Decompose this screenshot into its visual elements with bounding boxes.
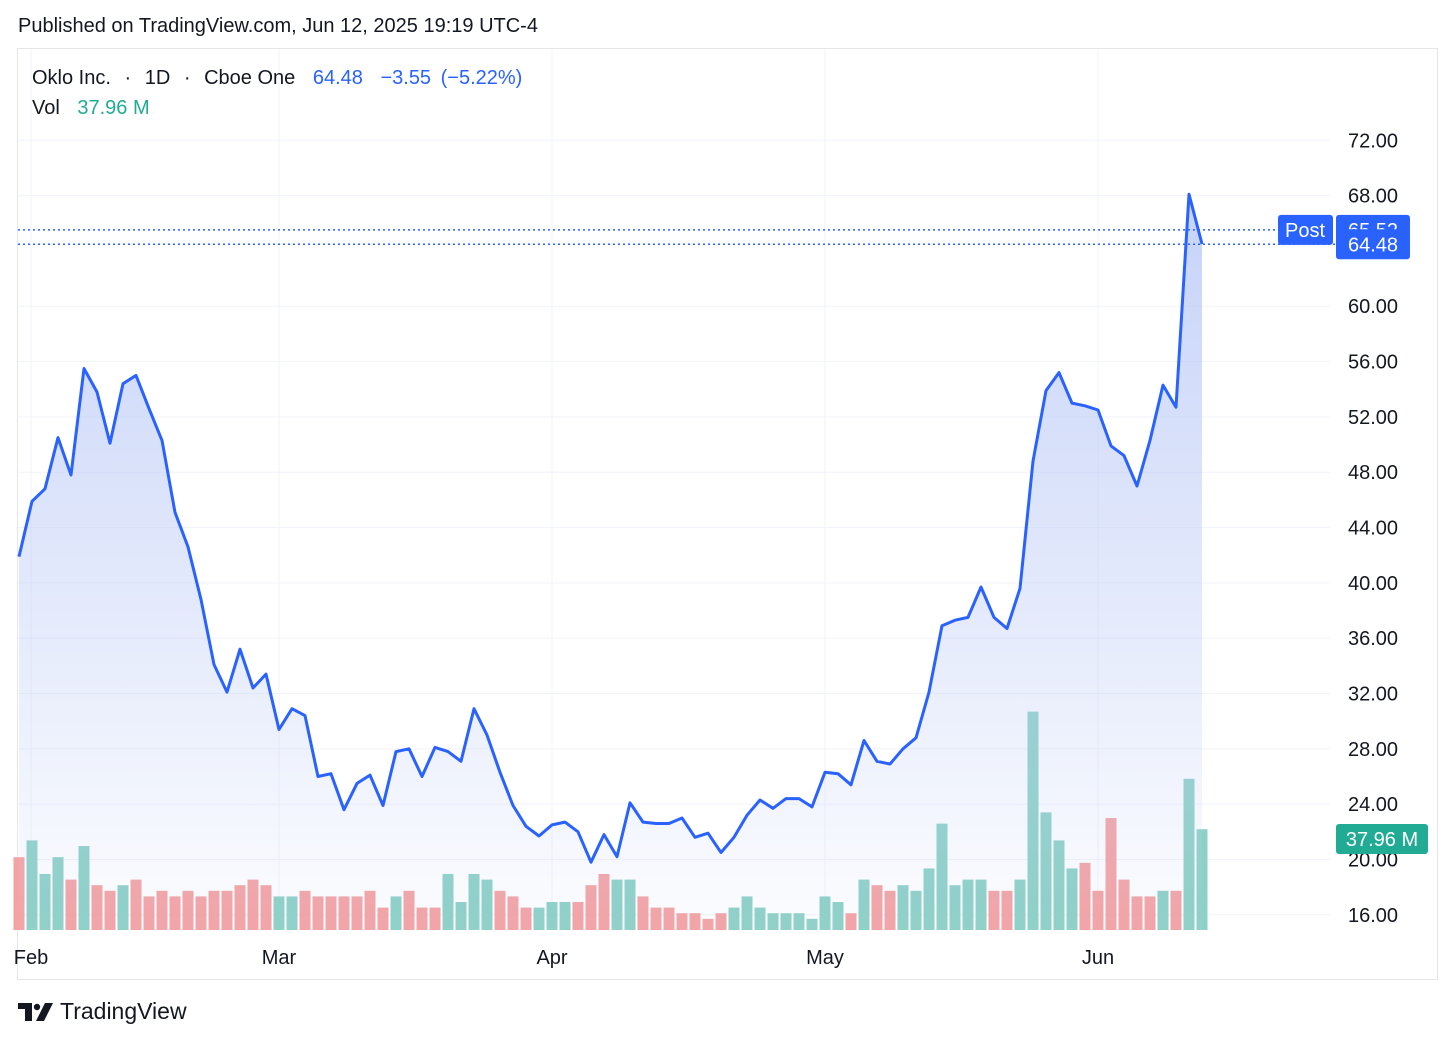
- x-tick-label: Jun: [1082, 947, 1114, 969]
- y-tick-label: 28.00: [1348, 739, 1398, 761]
- price-area: [19, 194, 1202, 930]
- published-caption: Published on TradingView.com, Jun 12, 20…: [18, 15, 538, 37]
- y-tick-label: 24.00: [1348, 794, 1398, 816]
- post-label-tag: [1278, 214, 1333, 245]
- tradingview-logo[interactable]: TradingView: [18, 998, 187, 1025]
- y-tick-label: 44.00: [1348, 518, 1398, 540]
- last-price-text: 64.48: [1348, 234, 1398, 256]
- y-tick-label: 32.00: [1348, 683, 1398, 705]
- x-tick-label: Mar: [262, 947, 297, 969]
- tradingview-brand: TradingView: [60, 998, 187, 1024]
- volume-tag-text: 37.96 M: [1346, 829, 1418, 851]
- tradingview-logo-icon: [18, 1002, 53, 1021]
- last-price-tag: [1336, 229, 1410, 260]
- volume-tag: [1336, 824, 1428, 854]
- y-tick-label: 16.00: [1348, 905, 1398, 927]
- x-tick-label: May: [806, 947, 844, 969]
- time-axis: Feb Mar Apr May Jun: [14, 947, 1114, 969]
- y-tick-label: 72.00: [1348, 130, 1398, 152]
- legend-separator: ·: [124, 67, 132, 89]
- legend-change: −3.55: [380, 67, 432, 89]
- legend-last-price: 64.48: [312, 67, 363, 89]
- legend-change-pct: (−5.22%): [440, 67, 523, 89]
- y-tick-label: 52.00: [1348, 407, 1398, 429]
- chart-legend: Oklo Inc. · 1D · Cboe One 64.48 −3.55 (−…: [32, 63, 522, 123]
- legend-symbol-row: Oklo Inc. · 1D · Cboe One 64.48 −3.55 (−…: [32, 63, 522, 93]
- y-tick-label: 48.00: [1348, 462, 1398, 484]
- price-line: [17, 192, 1204, 864]
- legend-volume-row: Vol 37.96 M: [32, 93, 522, 123]
- x-tick-label: Apr: [536, 947, 567, 969]
- legend-exchange[interactable]: Cboe One: [204, 67, 296, 89]
- legend-vol-label[interactable]: Vol: [32, 97, 60, 119]
- post-label-text: Post: [1285, 220, 1325, 242]
- y-tick-label: 68.00: [1348, 186, 1398, 208]
- legend-interval[interactable]: 1D: [144, 67, 171, 89]
- legend-symbol[interactable]: Oklo Inc.: [32, 67, 111, 89]
- price-line-path[interactable]: [17, 192, 1204, 864]
- price-area-fill: [19, 194, 1202, 930]
- legend-vol-value: 37.96 M: [77, 97, 150, 119]
- y-tick-label: 56.00: [1348, 352, 1398, 374]
- y-tick-label: 36.00: [1348, 628, 1398, 650]
- legend-separator: ·: [183, 67, 191, 89]
- y-tick-label: 20.00: [1348, 849, 1398, 871]
- chart-frame[interactable]: [17, 48, 1438, 980]
- y-tick-label: 40.00: [1348, 573, 1398, 595]
- y-tick-label: 60.00: [1348, 296, 1398, 318]
- price-axis: 16.00 20.00 24.00 28.00 32.00 36.00 40.00 44.00…: [1348, 130, 1398, 927]
- x-tick-label: Feb: [14, 947, 48, 969]
